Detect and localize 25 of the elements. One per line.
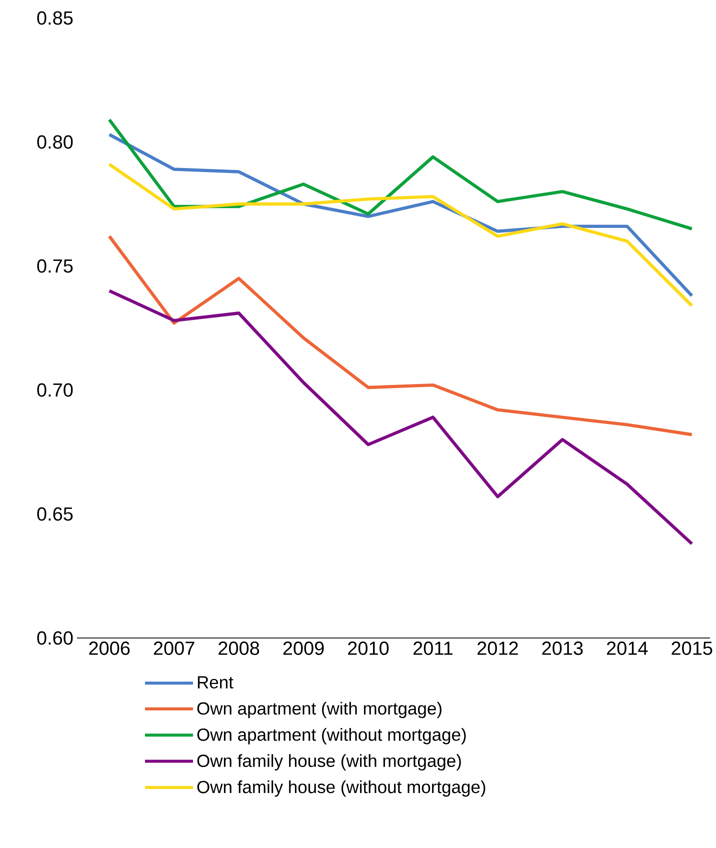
y-tick-label: 0.65 bbox=[37, 507, 72, 521]
x-tick-label: 2008 bbox=[218, 642, 259, 655]
y-tick-label: 0.85 bbox=[37, 11, 72, 25]
x-tick-label: 2009 bbox=[283, 642, 324, 655]
legend-label: Own family house (without mortgage) bbox=[197, 780, 486, 797]
legend-label: Own apartment (with mortgage) bbox=[197, 702, 442, 718]
legend-label: Own family house (with mortgage) bbox=[197, 754, 461, 771]
x-tick-label: 2007 bbox=[154, 642, 194, 655]
x-tick-label: 2011 bbox=[413, 642, 452, 655]
legend-label: Own apartment (without mortgage) bbox=[197, 728, 466, 744]
line-series bbox=[108, 118, 694, 230]
line-series bbox=[108, 289, 694, 546]
y-tick-label: 0.70 bbox=[37, 383, 73, 397]
x-tick-label: 2014 bbox=[606, 642, 648, 655]
legend-label: Rent bbox=[198, 676, 234, 689]
x-tick-label: 2015 bbox=[672, 642, 712, 655]
line-series bbox=[108, 162, 694, 308]
x-tick-label: 2006 bbox=[89, 642, 130, 655]
line-series bbox=[108, 234, 694, 436]
y-tick-label: 0.75 bbox=[37, 259, 72, 273]
x-tick-label: 2010 bbox=[348, 642, 388, 655]
y-tick-label: 0.80 bbox=[37, 135, 73, 149]
x-tick-label: 2013 bbox=[542, 642, 583, 655]
x-tick-label: 2012 bbox=[477, 642, 518, 655]
y-tick-label: 0.60 bbox=[37, 631, 73, 645]
